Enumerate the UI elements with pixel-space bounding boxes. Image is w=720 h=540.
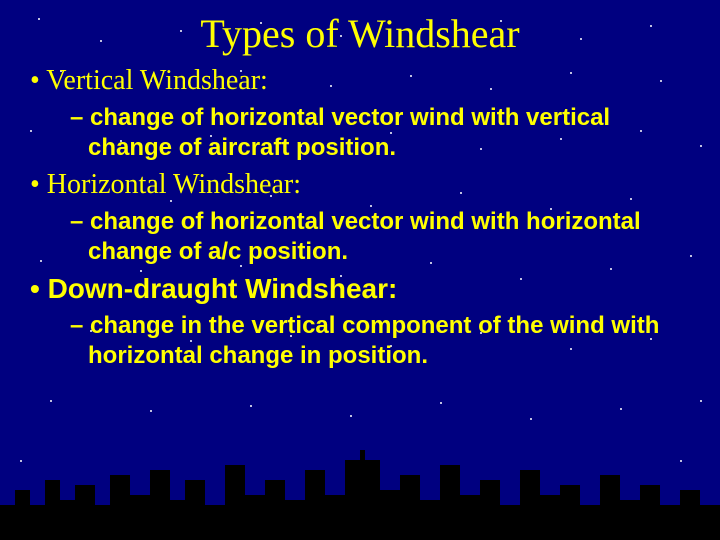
star-dot	[250, 405, 252, 407]
bullet-1-sub: – change of horizontal vector wind with …	[70, 103, 670, 163]
star-dot	[620, 408, 622, 410]
slide: Types of Windshear • Vertical Windshear:…	[0, 0, 720, 540]
star-dot	[50, 400, 52, 402]
star-dot	[350, 415, 352, 417]
slide-content: Types of Windshear • Vertical Windshear:…	[0, 0, 720, 371]
star-dot	[150, 410, 152, 412]
star-dot	[440, 402, 442, 404]
bullet-3-sub: – change in the vertical component of th…	[70, 311, 670, 371]
bullet-2-sub: – change of horizontal vector wind with …	[70, 207, 670, 267]
star-dot	[700, 400, 702, 402]
star-dot	[530, 418, 532, 420]
bullet-2: • Horizontal Windshear:	[30, 169, 700, 201]
slide-title: Types of Windshear	[20, 10, 700, 57]
skyline-silhouette	[0, 450, 720, 540]
bullet-1: • Vertical Windshear:	[30, 65, 700, 97]
bullet-3: • Down-draught Windshear:	[30, 273, 700, 305]
